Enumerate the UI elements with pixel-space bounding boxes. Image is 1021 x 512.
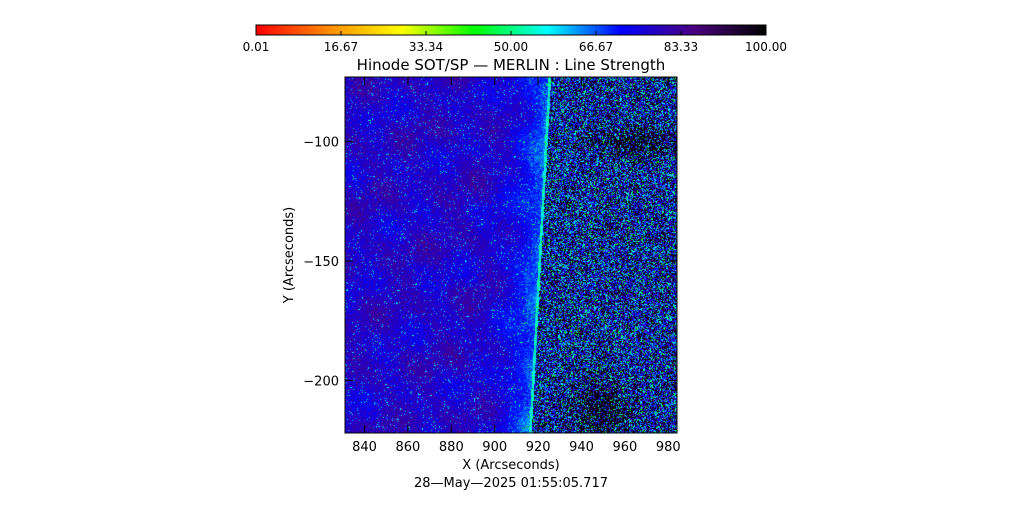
- y-tick-label: −100: [303, 136, 339, 151]
- x-tick-label: 880: [439, 440, 464, 455]
- chart-title: Hinode SOT/SP — MERLIN : Line Strength: [357, 56, 666, 74]
- heatmap-image: [345, 77, 677, 433]
- x-axis-ticks: 840 860 880 900 920 940 960 980: [352, 77, 681, 455]
- colorbar-tick-label: 16.67: [324, 40, 358, 54]
- x-tick-label: 960: [613, 440, 638, 455]
- x-tick-label: 860: [396, 440, 421, 455]
- y-axis-ticks: −100 −150 −200: [303, 136, 677, 389]
- x-tick-label: 920: [526, 440, 551, 455]
- timestamp: 28—May—2025 01:55:05.717: [414, 476, 608, 491]
- colorbar-tick-label: 83.33: [664, 40, 698, 54]
- colorbar: 0.01 16.67 33.34 50.00 66.67 83.33 100.00: [243, 24, 787, 54]
- colorbar-tick-label: 100.00: [745, 40, 787, 54]
- plot-frame: [344, 76, 678, 434]
- x-tick-label: 980: [656, 440, 681, 455]
- x-axis-label: X (Arcseconds): [462, 458, 559, 473]
- y-axis-label: Y (Arcseconds): [282, 207, 297, 304]
- colorbar-ticks: 0.01 16.67 33.34 50.00 66.67 83.33 100.00: [243, 31, 787, 54]
- x-tick-label: 840: [352, 440, 377, 455]
- y-tick-label: −200: [303, 374, 339, 389]
- x-tick-label: 900: [482, 440, 507, 455]
- plot-area: 840 860 880 900 920 940 960 980 −100 −150 −200: [303, 76, 681, 455]
- y-tick-label: −150: [303, 255, 339, 270]
- colorbar-tick-label: 50.00: [494, 40, 528, 54]
- colorbar-tick-label: 0.01: [243, 40, 270, 54]
- colorbar-tick-label: 33.34: [409, 40, 443, 54]
- x-tick-label: 940: [569, 440, 594, 455]
- colorbar-tick-label: 66.67: [579, 40, 613, 54]
